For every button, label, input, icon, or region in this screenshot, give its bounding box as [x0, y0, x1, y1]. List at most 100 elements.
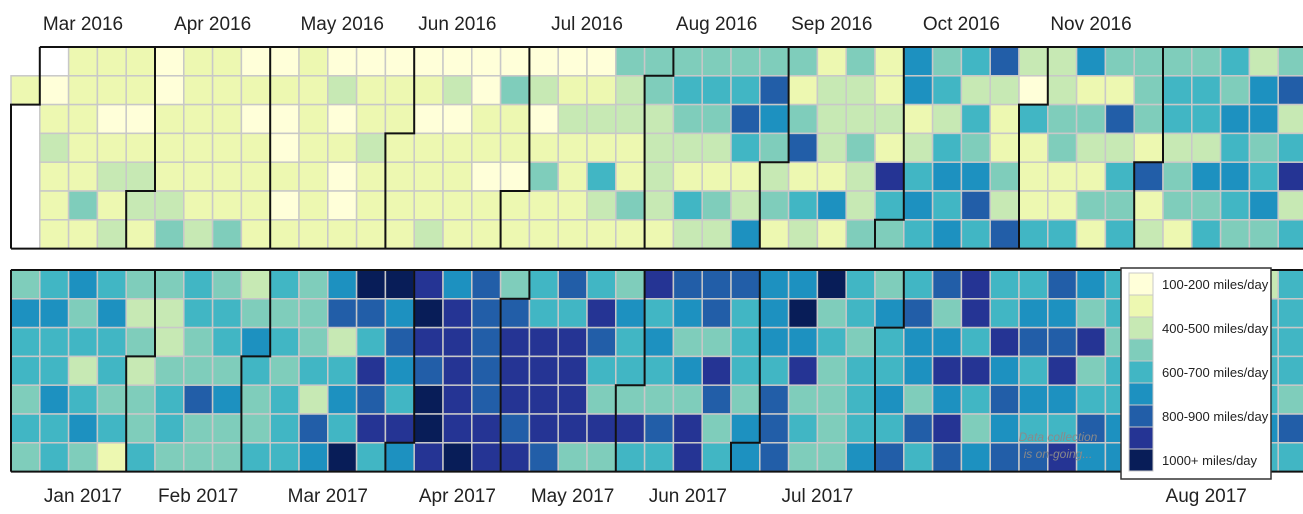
day-cell	[903, 298, 934, 329]
day-cell	[643, 46, 675, 77]
panel-2017: Jan 2017 Feb 2017 Mar 2017 Apr 2017 May 2017…	[10, 269, 1303, 507]
day-cell	[1104, 103, 1135, 135]
day-cell	[903, 442, 934, 473]
month-boundary	[874, 47, 905, 249]
day-cell	[96, 269, 127, 300]
day-cell	[1162, 219, 1193, 250]
day-cell	[154, 269, 185, 300]
day-cell	[787, 190, 819, 221]
day-cell	[1075, 103, 1107, 135]
day-cell	[903, 103, 934, 135]
day-cell	[154, 384, 185, 415]
day-cell	[931, 219, 963, 250]
legend-swatch	[1128, 338, 1154, 362]
day-cell	[816, 161, 847, 192]
day-cell	[787, 442, 819, 473]
day-cell	[384, 190, 415, 221]
day-cell	[701, 355, 732, 386]
day-cell	[1047, 103, 1078, 135]
day-cell	[845, 75, 876, 106]
day-cell	[903, 132, 934, 163]
day-cell	[442, 161, 473, 192]
day-cell	[96, 413, 127, 444]
day-cell	[1047, 75, 1078, 106]
day-cell	[701, 269, 732, 300]
day-cell	[643, 326, 675, 358]
day-cell	[183, 190, 214, 221]
day-cell	[96, 298, 127, 329]
day-cell	[874, 355, 905, 386]
day-cell	[960, 190, 991, 221]
day-cell	[1047, 384, 1078, 415]
day-cell	[355, 269, 387, 300]
day-cell	[125, 355, 156, 386]
day-cell	[643, 269, 675, 300]
day-cell	[355, 355, 387, 386]
month-label: Aug 2017	[1166, 486, 1247, 507]
day-cell	[989, 46, 1020, 77]
day-cell	[67, 413, 99, 444]
month-label: Aug 2016	[676, 14, 757, 35]
day-cell	[67, 132, 99, 163]
day-cell	[874, 132, 905, 163]
day-cell	[586, 190, 617, 221]
day-cell	[67, 75, 99, 106]
day-cell	[701, 298, 732, 329]
day-cell	[1047, 413, 1078, 444]
day-cell	[1162, 190, 1193, 221]
day-cell	[39, 219, 70, 250]
day-cell	[931, 384, 963, 415]
day-cell	[874, 442, 905, 473]
day-cell	[183, 132, 214, 163]
day-cell	[67, 103, 99, 135]
day-cell	[240, 132, 271, 163]
day-cell	[903, 46, 934, 77]
day-cell	[730, 442, 761, 473]
day-cell	[903, 219, 934, 250]
day-cell	[759, 326, 790, 358]
day-cell	[240, 384, 271, 415]
day-cell	[903, 269, 934, 300]
day-cell	[471, 103, 502, 135]
day-cell	[1277, 355, 1303, 386]
day-cell	[730, 384, 761, 415]
month-boundary	[1133, 47, 1164, 249]
day-cell	[1047, 442, 1078, 473]
day-cell	[269, 413, 300, 444]
day-cell	[1018, 161, 1049, 192]
day-cell	[298, 355, 329, 386]
day-cell	[125, 326, 156, 358]
legend-swatch	[1128, 448, 1154, 472]
day-cell	[442, 219, 473, 250]
day-cell	[989, 413, 1020, 444]
day-cell	[672, 269, 703, 300]
day-cell	[730, 219, 761, 250]
day-cell	[528, 326, 559, 358]
day-cell	[413, 103, 444, 135]
day-cell	[931, 75, 963, 106]
day-cell	[183, 326, 214, 358]
day-cell	[787, 103, 819, 135]
day-cell	[759, 384, 790, 415]
day-cell	[1277, 298, 1303, 329]
day-cell	[269, 442, 300, 473]
day-cell	[874, 103, 905, 135]
day-cell	[10, 75, 41, 106]
day-cell	[586, 46, 617, 77]
day-cell	[442, 413, 473, 444]
day-cell	[787, 75, 819, 106]
day-cell	[1191, 46, 1222, 77]
month-boundary	[1018, 47, 1049, 249]
day-cell	[787, 46, 819, 77]
day-cell	[1047, 355, 1078, 386]
day-cell	[845, 46, 876, 77]
day-cell	[557, 190, 588, 221]
day-cell	[67, 46, 99, 77]
day-cell	[240, 442, 271, 473]
day-cell	[816, 355, 847, 386]
day-cell	[1075, 190, 1107, 221]
day-cell	[1191, 161, 1222, 192]
day-cell	[384, 384, 415, 415]
day-cell	[931, 413, 963, 444]
